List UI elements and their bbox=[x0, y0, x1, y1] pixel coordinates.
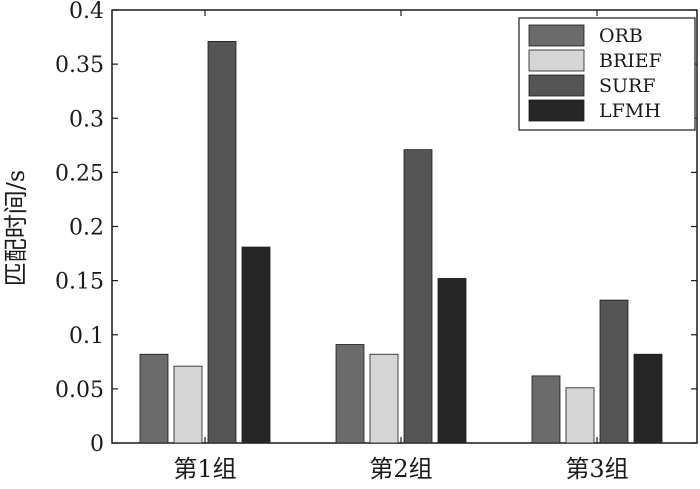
bar-surf bbox=[599, 299, 629, 444]
x-tick-label: 第3组 bbox=[565, 455, 628, 483]
bar-brief bbox=[565, 387, 595, 444]
legend-swatch bbox=[528, 24, 585, 47]
y-tick-label: 0.2 bbox=[69, 216, 104, 241]
legend-label: ORB bbox=[599, 25, 643, 47]
bar-orb bbox=[335, 344, 365, 444]
y-tick-label: 0.4 bbox=[69, 0, 104, 24]
bar-surf bbox=[403, 149, 433, 444]
legend-swatch bbox=[528, 49, 585, 72]
bar-orb bbox=[139, 353, 169, 444]
y-tick-label: 0.1 bbox=[69, 324, 104, 349]
legend-label: LFMH bbox=[599, 100, 661, 122]
legend-label: BRIEF bbox=[599, 50, 662, 72]
bar-brief bbox=[369, 353, 399, 444]
y-tick-label: 0.3 bbox=[69, 107, 104, 132]
bar-lfmh bbox=[437, 278, 467, 444]
y-tick-label: 0.25 bbox=[55, 161, 104, 186]
bar-surf bbox=[207, 40, 237, 444]
x-tick-label: 第1组 bbox=[173, 455, 236, 483]
bar-orb bbox=[531, 375, 561, 444]
bar-lfmh bbox=[633, 353, 663, 444]
y-axis-label: 匹配时间/s bbox=[2, 170, 30, 286]
x-tick-label: 第2组 bbox=[369, 455, 432, 483]
legend-swatch bbox=[528, 99, 585, 122]
plot-area: 0 0.05 0.1 0.15 0.2 0.25 0.3 0.35 0.4 第1组 第2组 第3组 OR… bbox=[55, 0, 698, 483]
legend-swatch bbox=[528, 74, 585, 97]
y-tick-label: 0.05 bbox=[55, 378, 104, 403]
y-tick-label: 0.15 bbox=[55, 270, 104, 295]
legend-label: SURF bbox=[599, 75, 656, 97]
bar-brief bbox=[173, 365, 203, 444]
y-tick-label: 0.35 bbox=[55, 53, 104, 78]
y-tick-label: 0 bbox=[90, 432, 104, 457]
bar-lfmh bbox=[241, 246, 271, 444]
